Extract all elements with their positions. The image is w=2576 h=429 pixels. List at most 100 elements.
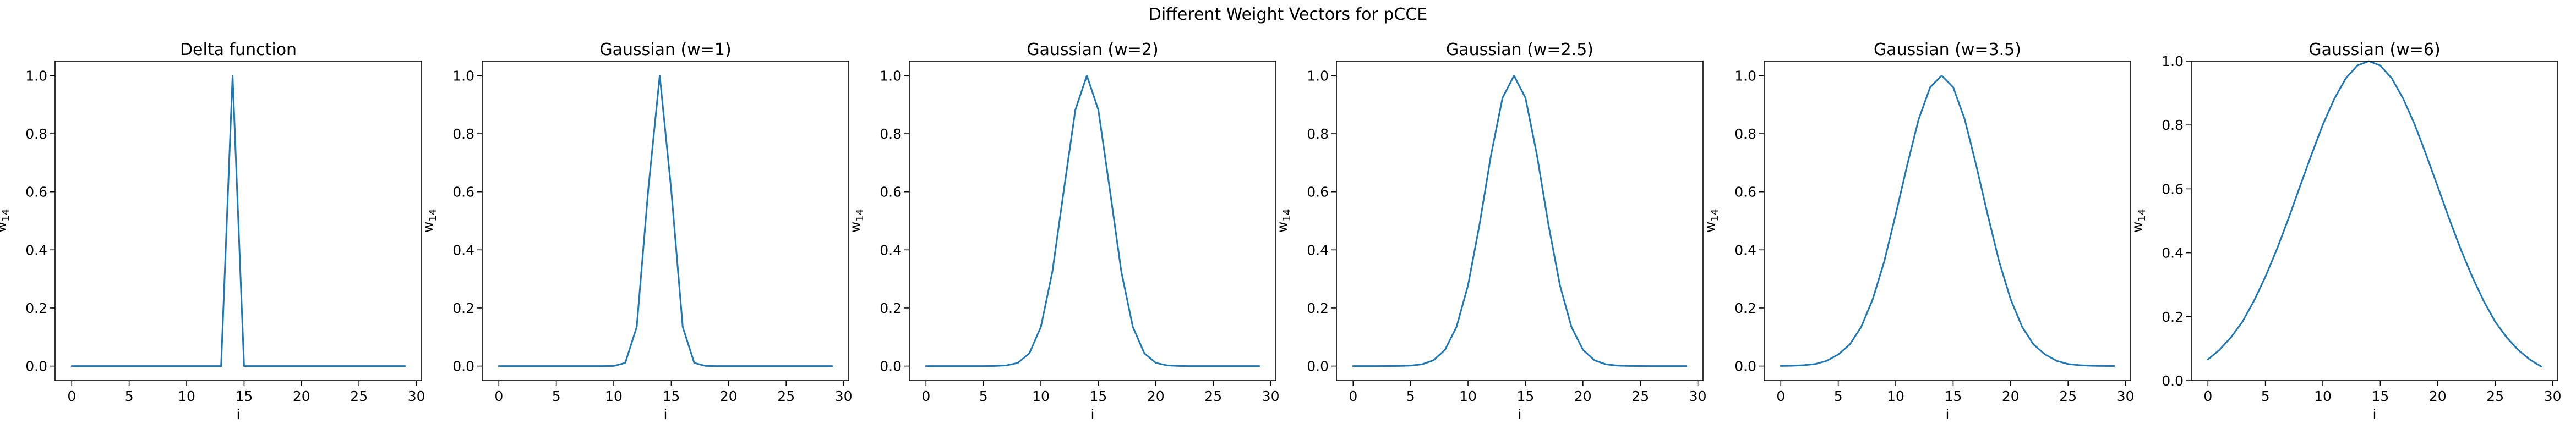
x-tick-label: 20 xyxy=(1574,388,1592,404)
y-tick-label: 0.6 xyxy=(880,184,902,200)
x-axis-label: i xyxy=(664,406,668,422)
y-tick-label: 0.2 xyxy=(1734,300,1756,316)
subplot-2: Gaussian (w=1) 0 5 10 15 20 25 30 0.0 0.2 0.4 0.6 0.… xyxy=(420,40,853,422)
x-tick-label: 5 xyxy=(979,388,988,404)
series-line xyxy=(70,74,406,367)
subplot-title: Delta function xyxy=(180,40,297,59)
plot-frame xyxy=(482,61,849,381)
x-tick-label: 30 xyxy=(1689,388,1707,404)
x-tick-label: 0 xyxy=(1349,388,1357,404)
y-tick-label: 1.0 xyxy=(2162,53,2184,69)
subplot-5: Gaussian (w=3.5) 0 5 10 15 20 25 30 0.0 0.2 0.4 0.6… xyxy=(1702,40,2135,422)
y-tick-label: 0.8 xyxy=(1734,126,1756,142)
y-tick-label: 0.0 xyxy=(1734,359,1756,375)
x-tick-label: 15 xyxy=(1517,388,1535,404)
series-line xyxy=(498,74,833,367)
x-tick-label: 25 xyxy=(777,388,795,404)
subplot-title: Gaussian (w=6) xyxy=(2308,40,2440,59)
subplot-grid: Delta function 0 5 10 15 20 25 30 0.0 0.2 0.4 0.6 0.… xyxy=(0,40,2562,422)
y-tick-label: 0.2 xyxy=(1307,300,1329,316)
series-line xyxy=(1780,74,2115,367)
x-tick-label: 10 xyxy=(178,388,195,404)
plot-frame xyxy=(1764,61,2131,381)
y-tick-label: 0.2 xyxy=(2162,309,2184,325)
y-tick-label: 1.0 xyxy=(25,68,47,84)
subplot-title: Gaussian (w=3.5) xyxy=(1874,40,2021,59)
y-tick-label: 0.6 xyxy=(2162,181,2184,197)
y-tick-label: 0.8 xyxy=(1307,126,1329,142)
x-tick-label: 10 xyxy=(1032,388,1050,404)
y-tick-label: 0.8 xyxy=(880,126,902,142)
x-tick-label: 10 xyxy=(1887,388,1904,404)
y-tick-label: 0.0 xyxy=(1307,359,1329,375)
x-tick-label: 20 xyxy=(293,388,310,404)
x-tick-label: 30 xyxy=(2117,388,2135,404)
subplot-title: Gaussian (w=1) xyxy=(599,40,731,59)
x-tick-label: 10 xyxy=(2314,388,2332,404)
y-tick-label: 1.0 xyxy=(880,68,902,84)
y-axis-label: w14 xyxy=(0,209,12,233)
x-tick-label: 15 xyxy=(1090,388,1107,404)
x-tick-label: 5 xyxy=(2261,388,2270,404)
x-axis-label: i xyxy=(1091,406,1095,422)
x-tick-label: 0 xyxy=(494,388,503,404)
y-tick-label: 0.6 xyxy=(452,184,474,200)
x-axis-label: i xyxy=(2373,406,2377,422)
y-tick-label: 0.4 xyxy=(25,242,47,258)
y-tick-label: 0.4 xyxy=(1734,242,1756,258)
y-axis-label: w14 xyxy=(847,209,866,233)
x-tick-label: 30 xyxy=(408,388,425,404)
y-axis-label: w14 xyxy=(1702,209,1721,233)
x-tick-label: 0 xyxy=(2203,388,2212,404)
x-tick-label: 15 xyxy=(663,388,680,404)
x-tick-label: 20 xyxy=(2002,388,2020,404)
series-line xyxy=(2207,60,2542,367)
x-tick-label: 0 xyxy=(1776,388,1785,404)
y-tick-label: 0.8 xyxy=(452,126,474,142)
subplot-6: Gaussian (w=6) 0 5 10 15 20 25 30 0.0 0.2 0.4 0.6 0.… xyxy=(2129,40,2562,422)
x-tick-label: 20 xyxy=(1147,388,1165,404)
x-axis-label: i xyxy=(237,406,241,422)
subplot-title: Gaussian (w=2.5) xyxy=(1446,40,1593,59)
x-tick-label: 0 xyxy=(67,388,76,404)
x-tick-label: 25 xyxy=(2059,388,2077,404)
y-tick-label: 0.6 xyxy=(1307,184,1329,200)
y-tick-label: 0.4 xyxy=(1307,242,1329,258)
plot-frame xyxy=(1336,61,1704,381)
plot-frame xyxy=(2191,61,2558,381)
y-tick-label: 0.0 xyxy=(2162,373,2184,389)
x-tick-label: 5 xyxy=(1834,388,1843,404)
x-tick-label: 5 xyxy=(125,388,134,404)
series-line xyxy=(925,74,1260,367)
plot-frame xyxy=(54,61,422,381)
x-tick-label: 25 xyxy=(350,388,368,404)
y-axis-label: w14 xyxy=(420,209,439,233)
figure-suptitle: Different Weight Vectors for pCCE xyxy=(1149,5,1428,24)
y-tick-label: 1.0 xyxy=(1734,68,1756,84)
y-tick-label: 0.6 xyxy=(1734,184,1756,200)
x-tick-label: 0 xyxy=(921,388,930,404)
x-tick-label: 15 xyxy=(2372,388,2389,404)
subplot-4: Gaussian (w=2.5) 0 5 10 15 20 25 30 0.0 0.2 0.4 0.6… xyxy=(1274,40,1707,422)
x-axis-label: i xyxy=(1946,406,1950,422)
y-tick-label: 0.8 xyxy=(2162,117,2184,133)
x-tick-label: 15 xyxy=(236,388,253,404)
x-tick-label: 30 xyxy=(2544,388,2562,404)
x-tick-label: 25 xyxy=(1631,388,1649,404)
x-tick-label: 5 xyxy=(1406,388,1415,404)
y-tick-label: 0.4 xyxy=(2162,245,2184,261)
series-line xyxy=(1352,74,1688,367)
x-tick-label: 5 xyxy=(552,388,561,404)
y-tick-label: 0.0 xyxy=(25,359,47,375)
y-tick-label: 0.2 xyxy=(880,300,902,316)
x-tick-label: 10 xyxy=(605,388,623,404)
y-tick-label: 0.4 xyxy=(452,242,474,258)
x-tick-label: 30 xyxy=(835,388,853,404)
x-tick-label: 25 xyxy=(1204,388,1222,404)
x-axis-label: i xyxy=(1518,406,1522,422)
y-tick-label: 1.0 xyxy=(1307,68,1329,84)
x-tick-label: 15 xyxy=(1945,388,1962,404)
x-tick-label: 20 xyxy=(2429,388,2447,404)
y-tick-label: 0.2 xyxy=(452,300,474,316)
